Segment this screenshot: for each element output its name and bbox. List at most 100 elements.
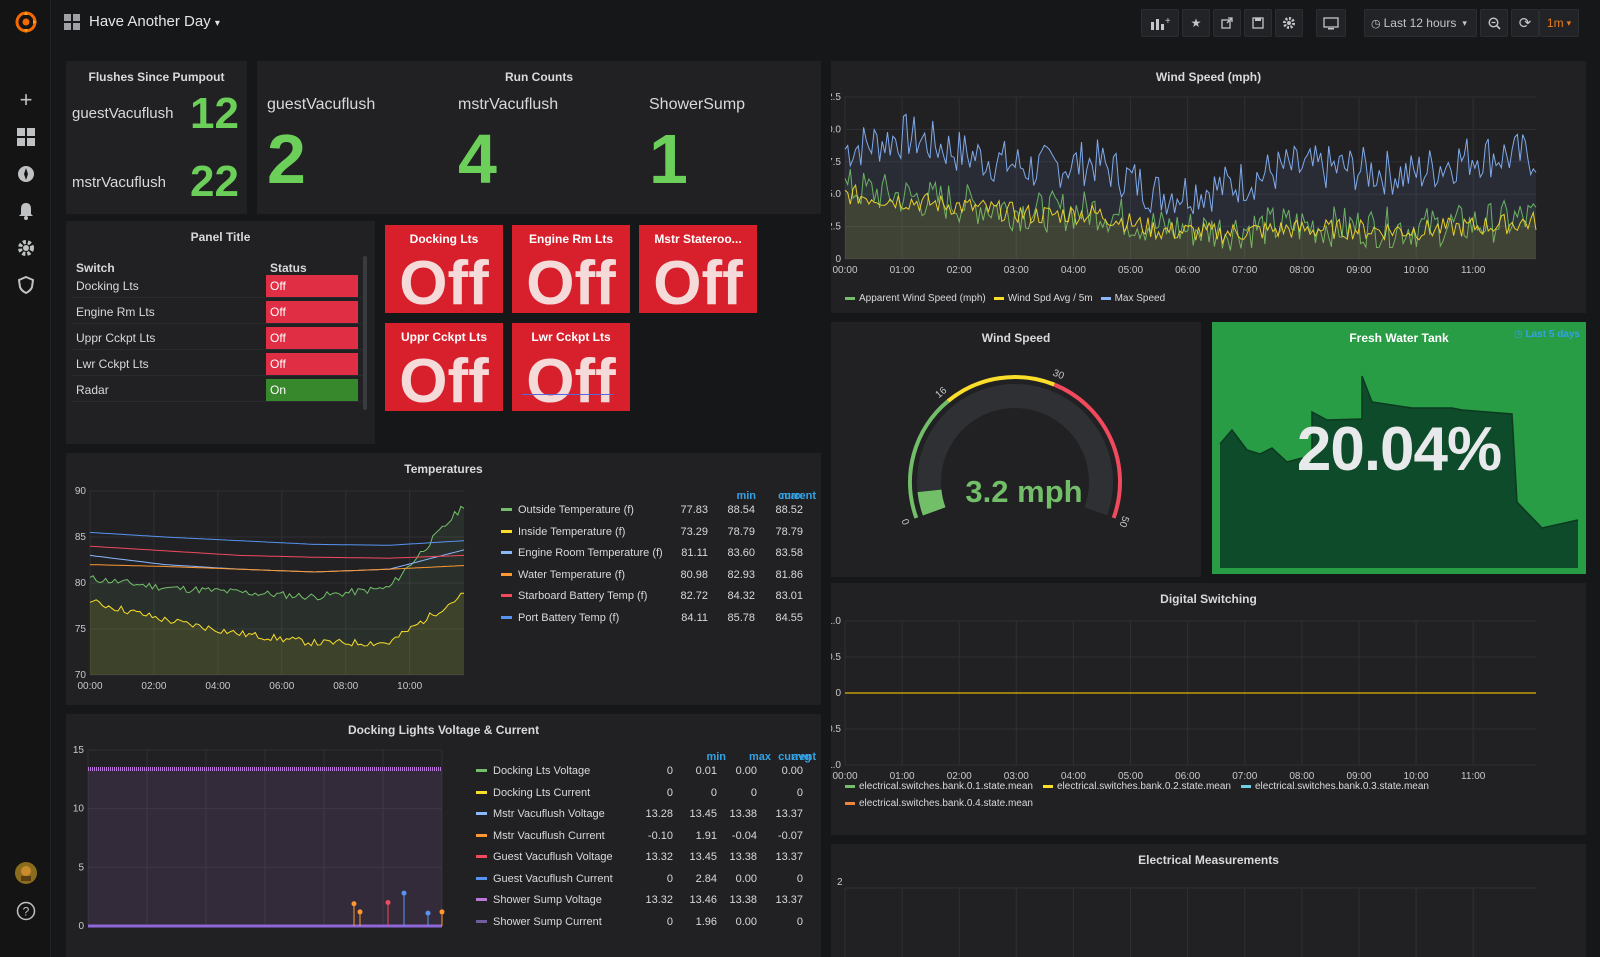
chevron-down-icon: ▾ — [1462, 17, 1467, 28]
legend-row[interactable]: Water Temperature (f) 80.98 82.93 81.86 — [501, 566, 831, 587]
legend-header-min[interactable]: min — [706, 751, 726, 763]
legend-row[interactable]: Outside Temperature (f) 77.83 88.54 88.52 — [501, 501, 831, 522]
legend-header-current[interactable]: current — [778, 490, 816, 502]
tile-engine-rm-lts: Engine Rm Lts Off — [512, 225, 630, 317]
stat-label: mstrVacuflush — [458, 96, 559, 113]
legend-row[interactable]: Inside Temperature (f) 73.29 78.79 78.79 — [501, 523, 831, 544]
y-tick-label: 7.5 — [831, 157, 841, 168]
digital-switching-chart[interactable]: -1.0 -0.5 0 0.5 1.0 00:00 01:00 02:00 03:00 04:00… — [831, 609, 1586, 789]
dashboard-title[interactable]: Have Another Day ▾ — [89, 13, 220, 30]
gauge-tick-label: 30 — [1051, 368, 1066, 383]
legend-item[interactable]: electrical.switches.bank.0.4.state.mean — [845, 798, 1033, 809]
legend-row[interactable]: Mstr Vacuflush Voltage 13.28 13.45 13.38 13.… — [476, 805, 806, 826]
add-panel-button[interactable]: + — [1141, 9, 1179, 37]
panel-title: Run Counts — [505, 70, 573, 84]
scrollbar[interactable] — [363, 256, 367, 410]
wind-speed-gauge[interactable]: 0 16 30 50 — [831, 342, 1201, 577]
star-button[interactable]: ★ — [1182, 9, 1210, 37]
save-icon — [1252, 17, 1264, 29]
settings-button[interactable] — [1275, 9, 1303, 37]
y-tick-label: 15 — [73, 745, 85, 756]
legend-row[interactable]: Shower Sump Voltage 13.32 13.46 13.38 13.37 — [476, 891, 806, 912]
column-header-switch[interactable]: Switch — [76, 261, 115, 275]
refresh-icon: ⟳ — [1518, 15, 1532, 32]
legend-value-current: 13.37 — [775, 894, 803, 906]
search-minus-icon — [1487, 16, 1501, 30]
explore-icon[interactable] — [13, 161, 39, 187]
legend-header-max[interactable]: max — [748, 751, 771, 763]
legend-item[interactable]: electrical.switches.bank.0.1.state.mean — [845, 781, 1033, 792]
legend-header-max[interactable]: max — [780, 490, 803, 502]
x-tick-label: 10:00 — [397, 681, 422, 692]
status-badge: Off — [266, 275, 358, 297]
digital-switching-panel: Digital Switching -1.0 -0.5 0 0.5 1.0 00:00 01… — [831, 583, 1586, 835]
legend-row[interactable]: Docking Lts Current 0 0 0 0 — [476, 784, 806, 805]
help-icon[interactable]: ? — [13, 898, 39, 924]
save-button[interactable] — [1244, 9, 1272, 37]
legend-value-current: 88.52 — [775, 504, 803, 516]
series-color-swatch — [476, 855, 487, 858]
column-header-status[interactable]: Status — [270, 261, 307, 275]
dashboards-icon[interactable] — [13, 124, 39, 150]
wind-speed-chart[interactable]: 0 2.5 5.0 7.5 10.0 12.5 00:00 01:00 02:00 03:00 04… — [831, 87, 1586, 287]
table-row: Engine Rm Lts Off — [72, 300, 364, 324]
legend-item[interactable]: electrical.switches.bank.0.2.state.mean — [1043, 781, 1231, 792]
refresh-interval-picker[interactable]: 1m ▾ — [1539, 9, 1579, 37]
legend-value-min: 13.32 — [645, 851, 673, 863]
x-tick-label: 00:00 — [832, 771, 857, 782]
legend-row[interactable]: Mstr Vacuflush Current -0.10 1.91 -0.04 -0.0… — [476, 827, 806, 848]
gear-icon[interactable] — [13, 235, 39, 261]
grafana-logo-icon[interactable] — [13, 9, 39, 35]
legend-header-avg[interactable]: avg — [792, 751, 811, 763]
legend-item[interactable]: Wind Spd Avg / 5m — [993, 293, 1093, 304]
x-tick-label: 00:00 — [77, 681, 102, 692]
legend-row[interactable]: Engine Room Temperature (f) 81.11 83.60 83.… — [501, 544, 831, 565]
legend-item[interactable]: Max Speed — [1100, 293, 1165, 304]
top-bar: Have Another Day ▾ + ★ ◷ Last 12 hours ▾… — [51, 0, 1600, 48]
shield-icon[interactable] — [13, 272, 39, 298]
y-tick-label: 12.5 — [831, 92, 841, 103]
table-row: Lwr Cckpt Lts Off — [72, 352, 364, 376]
bell-icon[interactable] — [13, 198, 39, 224]
series-color-swatch — [501, 508, 512, 511]
docking-lights-chart[interactable]: 0 5 10 15 — [66, 742, 466, 957]
legend-header-current[interactable]: current — [778, 751, 816, 763]
plus-icon[interactable]: + — [19, 87, 33, 112]
tv-mode-button[interactable] — [1316, 9, 1346, 37]
x-tick-label: 11:00 — [1461, 265, 1486, 276]
legend-value-max: 0.01 — [695, 765, 717, 777]
x-tick-label: 05:00 — [1118, 771, 1143, 782]
share-button[interactable] — [1213, 9, 1241, 37]
docking-lights-panel: Docking Lights Voltage & Current 0 5 10 15 … — [66, 714, 821, 957]
legend-value-avg: 13.38 — [729, 808, 757, 820]
electrical-chart[interactable] — [831, 870, 1586, 957]
legend-value-avg: 13.38 — [729, 851, 757, 863]
tile-lwr-cckpt-lts: Lwr Cckpt Lts Off — [512, 323, 630, 415]
legend-row[interactable]: Guest Vacuflush Voltage 13.32 13.45 13.38 13… — [476, 848, 806, 869]
x-tick-label: 08:00 — [1289, 265, 1314, 276]
legend-row[interactable]: Guest Vacuflush Current 0 2.84 0.00 0 — [476, 870, 806, 891]
legend-value-current: 13.37 — [775, 808, 803, 820]
zoom-out-button[interactable] — [1480, 9, 1508, 37]
series-name: Docking Lts Current — [493, 786, 591, 799]
legend-value-max: 2.84 — [695, 872, 717, 885]
stat-label: ShowerSump — [649, 96, 746, 113]
stat-value: 22 — [190, 157, 239, 206]
series-name: Shower Sump Voltage — [493, 894, 602, 906]
legend-row[interactable]: Shower Sump Current 0 1.96 0.00 0 — [476, 913, 806, 934]
x-tick-label: 06:00 — [1175, 265, 1200, 276]
time-override-label: ◷ Last 5 days — [1514, 329, 1580, 340]
avatar[interactable] — [13, 860, 39, 886]
legend-item[interactable]: electrical.switches.bank.0.3.state.mean — [1241, 781, 1429, 792]
refresh-button[interactable]: ⟳ — [1511, 9, 1539, 37]
x-tick-label: 11:00 — [1461, 771, 1486, 782]
legend-row[interactable]: Port Battery Temp (f) 84.11 85.78 84.55 — [501, 609, 831, 630]
y-tick-label: 5 — [78, 862, 84, 873]
legend-item[interactable]: Apparent Wind Speed (mph) — [845, 293, 986, 304]
temperatures-chart[interactable]: 70 75 80 85 90 00:00 02:00 04:00 06:00 08:00 10:00 — [66, 481, 486, 705]
legend-row[interactable]: Starboard Battery Temp (f) 82.72 84.32 83.0… — [501, 587, 831, 608]
fresh-water-sparkline — [1219, 375, 1579, 568]
time-picker[interactable]: ◷ Last 12 hours ▾ — [1364, 9, 1477, 37]
legend-row[interactable]: Docking Lts Voltage 0 0.01 0.00 0.00 — [476, 762, 806, 783]
legend-header-min[interactable]: min — [736, 490, 756, 502]
